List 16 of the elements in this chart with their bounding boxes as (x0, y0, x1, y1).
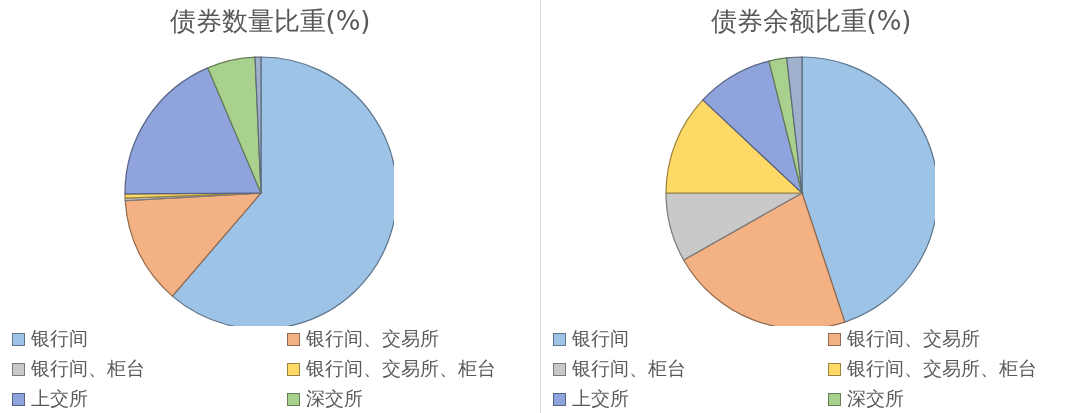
legend-label: 上交所 (31, 386, 88, 411)
pie-slice (171, 56, 394, 326)
pie-slice (207, 56, 262, 194)
chart-title: 债券数量比重(%) (168, 5, 372, 38)
legend-label: 银行间、交易所、柜台 (847, 356, 1037, 381)
legend-label: 银行间、交易所 (847, 326, 980, 351)
legend-label: 深交所 (847, 386, 904, 411)
legend-label: 银行间、柜台 (572, 356, 686, 381)
legend-label: 银行间 (572, 326, 629, 351)
legend-label: 银行间 (31, 326, 88, 351)
chart-title: 债券余额比重(%) (709, 5, 913, 38)
legend-label: 银行间、柜台 (31, 356, 145, 381)
legend-label: 银行间、交易所、柜台 (306, 356, 496, 381)
legend-label: 深交所 (306, 386, 363, 411)
legend-label: 上交所 (572, 386, 629, 411)
legend-label: 银行间、交易所 (306, 326, 439, 351)
